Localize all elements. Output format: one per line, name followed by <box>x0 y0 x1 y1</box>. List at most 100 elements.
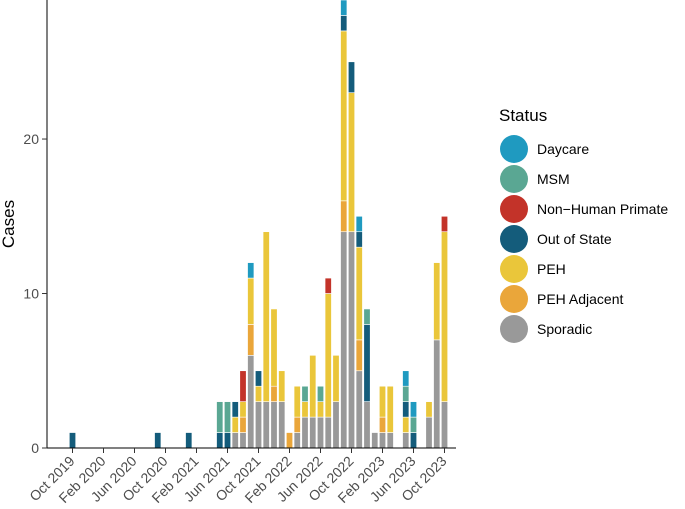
y-tick-label: 20 <box>23 131 39 147</box>
bar-segment: Apr 2022 — MSM: 1 <box>301 385 309 402</box>
bar-segment: Aug 2022 — Sporadic: 3 <box>332 401 340 449</box>
bar-segment: Sep 2022 — PEH: 11 <box>340 30 348 202</box>
y-axis-ticks: 0 10 20 <box>23 131 47 456</box>
bar-segment: Aug 2021 — PEH Adjacent: 1 <box>239 416 247 433</box>
bar-segment: May 2023 — Out of State: 1 <box>402 401 410 418</box>
legend-swatch <box>500 135 528 163</box>
bar-segment: Oct 2023 — Sporadic: 3 <box>440 401 448 449</box>
bar-segment: Jun 2023 — MSM: 1 <box>409 416 417 433</box>
legend-label: PEH Adjacent <box>537 291 623 307</box>
axes <box>46 0 456 449</box>
bar-segment: Oct 2019 — Out of State: 1 <box>69 432 77 449</box>
bar-segment: Dec 2022 — Sporadic: 3 <box>363 401 371 449</box>
bar-segment: Sep 2020 — Out of State: 1 <box>154 432 162 449</box>
bar-segment: Sep 2021 — PEH: 3 <box>247 277 255 325</box>
bar-segment: Jul 2022 — PEH: 8 <box>324 293 332 418</box>
bar-segment: Apr 2022 — PEH: 1 <box>301 401 309 418</box>
legend-swatch <box>500 165 528 193</box>
bar-segment: Dec 2022 — Out of State: 5 <box>363 324 371 402</box>
bar-segment: Sep 2021 — Sporadic: 6 <box>247 355 255 449</box>
bar-segment: Mar 2022 — PEH Adjacent: 1 <box>293 416 301 433</box>
bar-segment: Oct 2021 — Out of State: 1 <box>255 370 263 387</box>
bar-segment: May 2023 — PEH: 1 <box>402 416 410 433</box>
bar-segment: Nov 2021 — PEH: 11 <box>262 231 270 402</box>
bar-segment: Oct 2021 — PEH: 1 <box>255 385 263 402</box>
bar-segment: May 2021 — Out of State: 1 <box>216 432 224 449</box>
bar-segment: Nov 2022 — PEH Adjacent: 2 <box>355 339 363 372</box>
y-axis-title: Cases <box>0 200 18 248</box>
bar-segment: Aug 2021 — PEH: 1 <box>239 401 247 418</box>
bar-segment: Jun 2023 — Out of State: 1 <box>409 432 417 449</box>
bar-segment: Mar 2023 — Sporadic: 1 <box>386 432 394 449</box>
bar-segment: May 2023 — MSM: 1 <box>402 385 410 402</box>
bar-segment: Aug 2021 — Non−Human Primate: 2 <box>239 370 247 402</box>
bar-segment: Oct 2023 — PEH: 11 <box>440 231 448 402</box>
bar-segment: Aug 2022 — PEH: 3 <box>332 355 340 402</box>
bar-segment: Sep 2022 — Sporadic: 14 <box>340 231 348 449</box>
bar-segment: Nov 2021 — Sporadic: 3 <box>262 401 270 449</box>
legend-items: Daycare MSM Non−Human Primate Out of State P… <box>500 135 668 343</box>
legend-swatch <box>500 255 528 283</box>
bar-segment: Oct 2022 — Sporadic: 14 <box>347 231 355 449</box>
bar-segment: Dec 2022 — MSM: 1 <box>363 308 371 325</box>
bar-segment: Jun 2021 — Out of State: 1 <box>224 432 232 449</box>
bar-segment: Aug 2023 — Sporadic: 2 <box>425 416 433 449</box>
bar-segment: Mar 2022 — PEH: 2 <box>293 385 301 418</box>
bar-segment: Jun 2021 — MSM: 2 <box>224 401 232 433</box>
bar-segment: Nov 2022 — Daycare: 1 <box>355 215 363 233</box>
bar-segment: Sep 2023 — PEH: 5 <box>433 262 441 341</box>
bar-segment: May 2023 — Daycare: 1 <box>402 370 410 387</box>
bar-segment: Apr 2022 — Sporadic: 2 <box>301 416 309 449</box>
legend-swatch <box>500 195 528 223</box>
bar-segment: Jun 2022 — PEH: 1 <box>316 401 324 418</box>
legend-label: MSM <box>537 171 570 187</box>
bar-segment: Oct 2021 — Sporadic: 3 <box>255 401 263 449</box>
bar-segment: Jul 2021 — PEH: 1 <box>231 416 239 433</box>
legend-label: Non−Human Primate <box>537 201 668 217</box>
bar-segment: Mar 2022 — Sporadic: 1 <box>293 432 301 449</box>
legend-swatch <box>500 285 528 313</box>
bar-segment: Sep 2022 — Daycare: 1 <box>340 0 348 16</box>
legend-swatch <box>500 225 528 253</box>
bar-segment: Aug 2023 — PEH: 1 <box>425 401 433 418</box>
bar-segment: Feb 2023 — PEH: 2 <box>378 385 386 418</box>
bar-segment: Nov 2022 — Out of State: 1 <box>355 231 363 248</box>
y-tick-label: 10 <box>23 286 39 302</box>
bar-segment: Sep 2021 — Daycare: 1 <box>247 262 255 279</box>
legend: Status Daycare MSM Non−Human Primate Out of… <box>499 106 668 343</box>
bar-segment: Mar 2023 — PEH: 3 <box>386 385 394 433</box>
bar-segment: Jan 2022 — PEH: 2 <box>278 370 286 402</box>
bar-segment: Jul 2021 — Sporadic: 1 <box>231 432 239 449</box>
bar-segment: Jul 2022 — Non−Human Primate: 1 <box>324 277 332 294</box>
bar-segment: Feb 2022 — PEH Adjacent: 1 <box>285 432 293 449</box>
bar-segment: Jan 2022 — Sporadic: 3 <box>278 401 286 449</box>
bar-segment: Jan 2023 — Sporadic: 1 <box>371 432 379 449</box>
bar-segment: Jun 2022 — MSM: 1 <box>316 385 324 402</box>
legend-label: Daycare <box>537 141 589 157</box>
bar-segment: Dec 2021 — Sporadic: 3 <box>270 401 278 449</box>
legend-label: Sporadic <box>537 321 592 337</box>
legend-label: Out of State <box>537 231 612 247</box>
bar-segment: Jun 2023 — Daycare: 1 <box>409 401 417 418</box>
bar-segment: Oct 2023 — Non−Human Primate: 1 <box>440 215 448 233</box>
bar-segment: Dec 2021 — PEH Adjacent: 1 <box>270 385 278 402</box>
bar-segment: Jun 2022 — Sporadic: 2 <box>316 416 324 449</box>
bar-segment: Jul 2022 — Sporadic: 2 <box>324 416 332 449</box>
bar-segment: May 2022 — PEH: 4 <box>309 355 317 418</box>
bar-segment: Dec 2021 — PEH: 5 <box>270 308 278 387</box>
bar-segment: May 2022 — Sporadic: 2 <box>309 416 317 449</box>
y-tick-label: 0 <box>31 440 39 456</box>
bar-segment: May 2023 — Sporadic: 1 <box>402 432 410 449</box>
plot-area: Oct 2019 — Out of State: 1 Sep 2020 — Out… <box>69 0 448 449</box>
bar-segment: Feb 2023 — PEH Adjacent: 1 <box>378 416 386 433</box>
bar-segment: Sep 2022 — Out of State: 1 <box>340 15 348 32</box>
bar-segment: Nov 2022 — Sporadic: 5 <box>355 370 363 449</box>
bar-segment: Aug 2021 — Sporadic: 1 <box>239 432 247 449</box>
bar-segment: Oct 2022 — PEH: 9 <box>347 92 355 233</box>
legend-swatch <box>500 315 528 343</box>
bar-segment: Feb 2023 — Sporadic: 1 <box>378 432 386 449</box>
bar-segment: Sep 2022 — PEH Adjacent: 2 <box>340 200 348 233</box>
bar-segment: Jul 2021 — Out of State: 1 <box>231 401 239 418</box>
